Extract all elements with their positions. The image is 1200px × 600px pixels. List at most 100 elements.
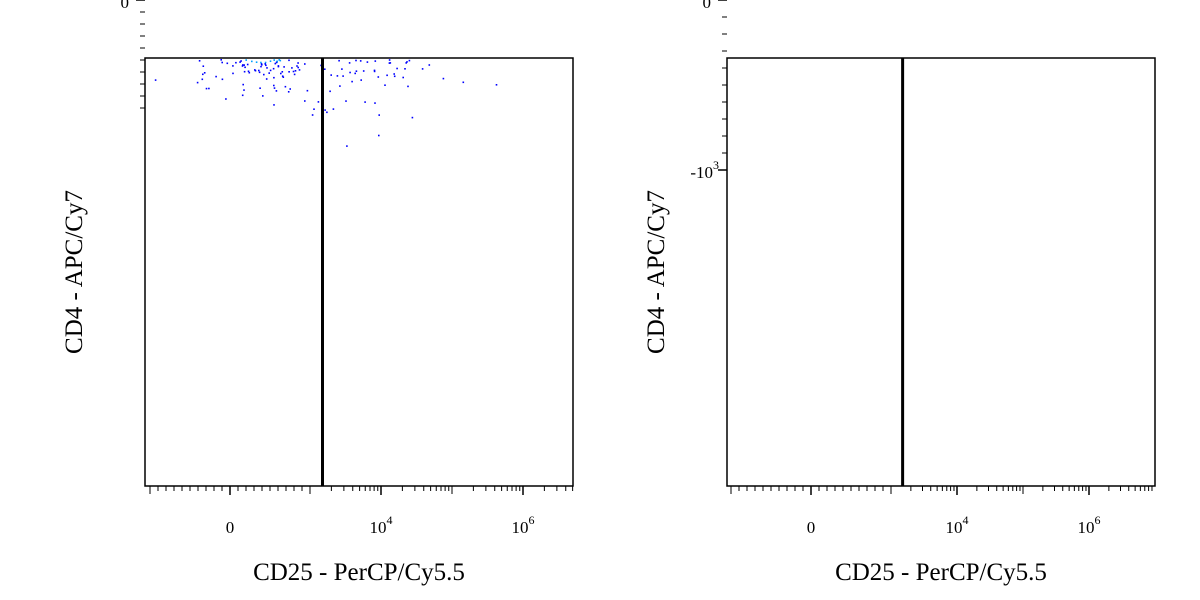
event-dot [269,69,272,72]
event-dot [268,72,270,74]
event-dot [354,72,356,75]
event-dot [243,89,245,91]
y-tick-label: 0 [121,0,130,12]
event-dot [292,70,295,73]
event-dot [355,59,357,62]
event-dot [221,78,224,81]
event-dot [243,64,245,66]
event-dot [405,62,407,64]
event-dot [296,65,298,67]
event-dot [225,98,227,100]
event-dot [282,76,285,78]
plot-frame-left [144,57,574,487]
event-dot [266,67,268,69]
event-dot [355,70,358,72]
event-dot [202,73,204,76]
event-dot [495,84,498,86]
event-dot [345,100,347,102]
event-dot [324,109,326,111]
event-dot [273,59,275,61]
event-dot [396,67,398,70]
event-dot [277,65,280,68]
event-dot [329,90,331,93]
event-dot [198,60,201,62]
event-dot [221,61,223,64]
event-dot [275,90,278,92]
event-dot [251,60,253,63]
event-dot [373,70,376,73]
event-dot [332,108,335,110]
event-dot [388,59,391,61]
plot-frame-right [726,57,1156,487]
event-dot [408,59,411,62]
event-dot [374,102,376,104]
event-dot [265,64,267,67]
y-axis-title-left: CD4 - APC/Cy7 [61,190,88,354]
event-dot [220,59,222,61]
event-dot [279,59,282,62]
x-axis-ticks-right: 0 104 106 [730,486,1153,537]
event-dot [338,59,340,62]
event-dot [311,114,314,116]
event-dot [374,60,377,62]
event-dot [235,61,237,64]
event-dot [247,70,250,73]
event-dot [269,60,272,62]
y-axis-title-right: CD4 - APC/Cy7 [643,190,670,354]
flow-plot-left: 0 104 106 0104105106107 CD25 - PerCP/Cy5.5… [61,0,574,586]
event-dot [294,70,297,72]
event-dot [411,116,414,119]
event-dot [205,87,208,90]
event-dot [276,60,278,63]
y-tick-label: -103 [690,158,719,182]
event-dot [208,87,210,90]
event-dot [196,81,199,84]
event-dot [232,65,234,67]
x-tick-label: 0 [807,518,816,537]
x-tick-label: 106 [512,513,535,537]
event-dot [349,71,351,74]
density-dots-left [154,59,498,147]
event-dot [339,85,341,87]
event-dot [336,75,339,77]
event-dot [273,76,275,79]
event-dot [288,59,290,62]
event-dot [291,67,293,69]
event-dot [203,72,206,74]
event-dot [330,74,332,76]
event-dot [201,78,204,81]
event-dot [241,94,244,97]
event-dot [243,70,246,73]
event-dot [359,60,362,62]
event-dot [287,91,290,93]
event-dot [260,65,262,68]
event-dot [232,72,234,75]
event-dot [289,88,291,90]
event-dot [348,62,351,64]
event-dot [242,83,244,86]
event-dot [342,75,344,77]
x-tick-label: 0 [226,518,235,537]
event-dot [263,73,265,76]
event-dot [239,61,241,63]
event-dot [324,68,326,70]
event-dot [281,75,284,77]
event-dot [255,61,258,63]
event-dot [407,85,409,88]
event-dot [388,62,391,64]
event-dot [226,62,229,65]
event-dot [293,73,296,76]
event-dot [360,79,362,81]
event-dot [428,64,431,66]
event-dot [273,84,275,87]
event-dot [281,71,284,73]
event-dot [280,72,282,75]
event-dot [389,62,392,64]
y-axis-ticks-right: -1030103104105106107 [690,0,727,182]
event-dot [304,100,306,102]
event-dot [386,74,388,77]
event-dot [259,87,261,89]
y-tick-label: 0 [703,0,712,12]
event-dot [202,65,205,67]
